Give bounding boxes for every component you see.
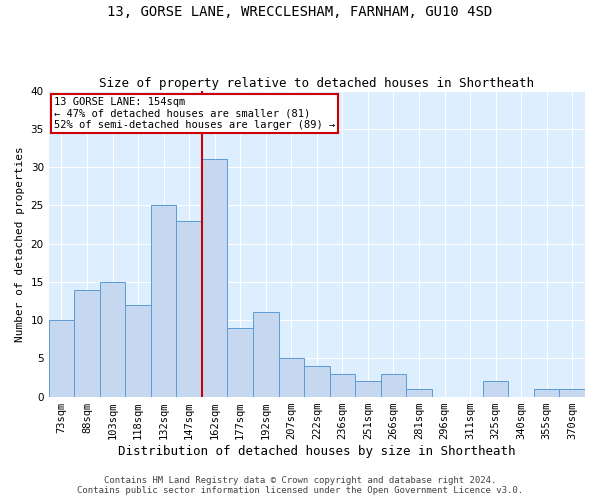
Bar [176,220,202,396]
Bar [151,206,176,396]
Bar [304,366,329,396]
Bar [559,389,585,396]
Bar [355,382,380,396]
Text: 13 GORSE LANE: 154sqm
← 47% of detached houses are smaller (81)
52% of semi-deta: 13 GORSE LANE: 154sqm ← 47% of detached … [54,97,335,130]
Text: 13, GORSE LANE, WRECCLESHAM, FARNHAM, GU10 4SD: 13, GORSE LANE, WRECCLESHAM, FARNHAM, GU… [107,5,493,19]
Bar [74,290,100,397]
Bar [202,160,227,396]
Bar [125,305,151,396]
Bar [100,282,125,397]
Y-axis label: Number of detached properties: Number of detached properties [15,146,25,342]
Bar [380,374,406,396]
X-axis label: Distribution of detached houses by size in Shortheath: Distribution of detached houses by size … [118,444,515,458]
Bar [253,312,278,396]
Bar [534,389,559,396]
Bar [227,328,253,396]
Title: Size of property relative to detached houses in Shortheath: Size of property relative to detached ho… [100,76,535,90]
Bar [406,389,432,396]
Text: Contains HM Land Registry data © Crown copyright and database right 2024.
Contai: Contains HM Land Registry data © Crown c… [77,476,523,495]
Bar [278,358,304,397]
Bar [483,382,508,396]
Bar [329,374,355,396]
Bar [49,320,74,396]
